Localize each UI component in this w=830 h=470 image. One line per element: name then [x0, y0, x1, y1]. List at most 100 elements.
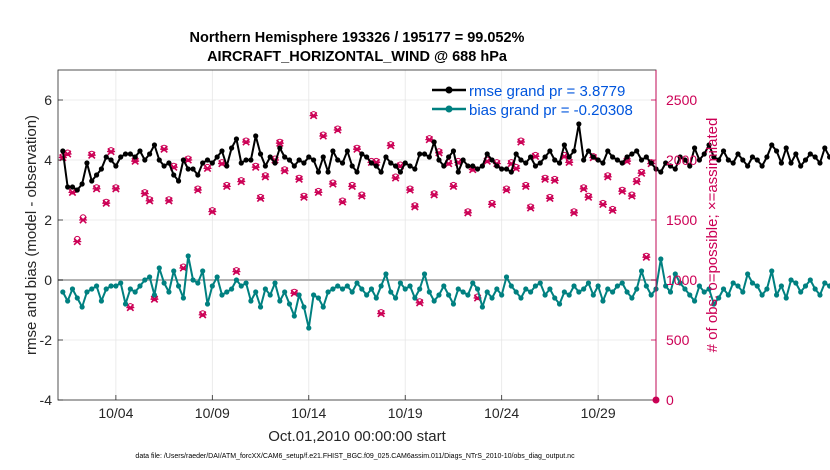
obs-possible-marker — [392, 173, 399, 181]
bias-point — [547, 286, 553, 292]
obs-possible-marker — [570, 208, 578, 215]
obs-assimilated-marker — [208, 207, 217, 216]
x-tick-label: 10/24 — [484, 405, 519, 421]
y-axis-label-left: rmse and bias (model - observation) — [23, 115, 40, 355]
bias-point — [267, 292, 273, 298]
bias-point — [634, 286, 640, 292]
bias-point — [499, 292, 505, 298]
bias-point — [224, 289, 230, 295]
rmse-point — [547, 148, 553, 154]
rmse-point — [209, 160, 215, 166]
x-axis-label: Oct.01,2010 00:00:00 start — [268, 428, 446, 445]
bias-point — [392, 295, 399, 301]
rmse-point — [446, 154, 452, 160]
bias-point — [238, 283, 244, 289]
bias-point — [798, 289, 804, 295]
bias-point — [388, 289, 394, 295]
bias-point — [417, 286, 423, 292]
bias-point — [643, 283, 649, 289]
obs-possible-marker — [64, 149, 71, 157]
bias-point — [190, 277, 196, 283]
obs-assimilated-marker — [526, 204, 535, 212]
x-tick-label: 10/14 — [291, 405, 326, 421]
obs-possible-marker — [604, 172, 612, 179]
rmse-point — [552, 157, 558, 163]
bias-point — [778, 283, 784, 289]
obs-assimilated-marker — [545, 194, 554, 203]
rmse-point — [663, 160, 669, 166]
rmse-point — [759, 163, 765, 169]
bias-point — [296, 292, 302, 298]
rmse-point — [499, 166, 505, 172]
bias-point — [682, 286, 688, 292]
bias-point — [827, 283, 830, 289]
obs-possible-marker — [262, 172, 269, 179]
obs-possible-marker — [551, 175, 559, 183]
bias-point — [542, 292, 548, 298]
rmse-point — [687, 163, 693, 169]
rmse-point — [745, 163, 751, 169]
rmse-point — [364, 154, 370, 160]
bias-point — [339, 286, 346, 292]
y-tick-label-right: 2000 — [666, 152, 697, 168]
bias-point — [494, 286, 500, 292]
obs-possible-marker — [257, 193, 264, 201]
obs-possible-marker — [377, 309, 385, 316]
y-axis-label-right: # of obs: o=possible; ×=assimilated — [704, 118, 721, 353]
rmse-point — [147, 151, 153, 157]
bias-point — [436, 292, 442, 298]
obs-assimilated-marker — [415, 299, 424, 307]
x-tick-label: 10/19 — [388, 405, 423, 421]
obs-assimilated-marker — [430, 191, 439, 199]
legend: rmse grand pr = 3.8779 bias grand pr = -… — [432, 83, 633, 119]
rmse-point — [224, 163, 230, 169]
rmse-point — [113, 163, 119, 169]
obs-possible-marker — [628, 191, 636, 199]
rmse-point — [417, 151, 423, 157]
rmse-point — [388, 160, 394, 166]
bias-point — [248, 298, 254, 304]
bias-point — [364, 292, 370, 298]
rmse-point — [634, 148, 640, 154]
obs-possible-marker — [580, 184, 587, 191]
rmse-point — [392, 163, 399, 169]
obs-assimilated-marker — [338, 198, 347, 206]
obs-possible-marker — [242, 137, 250, 145]
rmse-point — [619, 160, 625, 166]
bias-point — [822, 280, 828, 286]
obs-possible-marker — [112, 184, 120, 191]
rmse-point — [807, 151, 813, 157]
rmse-point — [624, 154, 630, 160]
legend-rmse-label: rmse grand pr = 3.8779 — [469, 83, 625, 100]
rmse-point — [610, 154, 616, 160]
bias-point — [132, 289, 138, 295]
obs-assimilated-marker — [145, 197, 154, 205]
axis-ticks: 10/04 10/09 10/14 10/19 10/24 10/29 -4 -2 0 2 4 6 0 5… — [40, 70, 697, 421]
obs-possible-marker — [450, 181, 457, 189]
obs-assimilated-marker — [222, 182, 231, 191]
rmse-point — [84, 160, 90, 166]
legend-bias-marker — [445, 105, 453, 113]
obs-assimilated-marker — [256, 194, 265, 203]
bias-point — [175, 283, 182, 289]
obs-assimilated-marker — [290, 289, 299, 297]
bias-point — [412, 295, 418, 301]
rmse-point — [262, 163, 268, 169]
obs-assimilated-marker — [502, 186, 511, 194]
obs-assimilated-marker — [348, 182, 357, 191]
bias-point — [518, 295, 524, 301]
bias-point — [508, 283, 514, 289]
y-tick-label-right: 2500 — [666, 92, 697, 108]
obs-assimilated-marker — [565, 158, 574, 167]
obs-possible-marker — [165, 196, 173, 203]
rmse-point — [581, 157, 587, 163]
bias-point — [286, 301, 293, 307]
bias-point — [311, 292, 317, 298]
rmse-point — [508, 169, 514, 175]
bias-point — [638, 268, 645, 274]
bias-point — [470, 280, 476, 286]
obs-assimilated-marker — [203, 164, 212, 173]
bias-point — [663, 283, 669, 289]
obs-assimilated-marker — [333, 126, 342, 134]
obs-assimilated-marker — [570, 209, 579, 217]
